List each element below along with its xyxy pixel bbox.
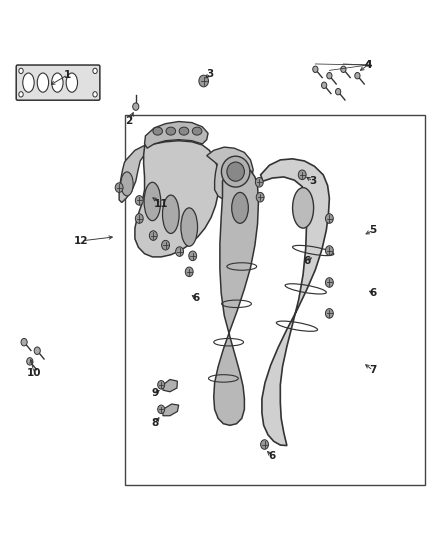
Circle shape	[327, 72, 332, 79]
Ellipse shape	[66, 73, 78, 92]
Text: 5: 5	[370, 225, 377, 235]
Circle shape	[133, 103, 139, 110]
Polygon shape	[135, 141, 219, 257]
Ellipse shape	[153, 127, 162, 135]
Circle shape	[185, 267, 193, 277]
Ellipse shape	[52, 73, 63, 92]
Circle shape	[19, 92, 23, 97]
Polygon shape	[119, 145, 145, 203]
Ellipse shape	[227, 162, 244, 181]
Ellipse shape	[121, 172, 133, 196]
Circle shape	[93, 92, 97, 97]
Polygon shape	[214, 167, 258, 425]
Polygon shape	[207, 147, 253, 199]
Polygon shape	[261, 159, 329, 446]
Circle shape	[27, 358, 33, 365]
Circle shape	[162, 240, 170, 250]
Ellipse shape	[144, 182, 161, 221]
Text: 6: 6	[303, 256, 310, 266]
Circle shape	[256, 192, 264, 202]
Text: 10: 10	[27, 368, 42, 378]
Polygon shape	[163, 379, 177, 392]
Ellipse shape	[221, 156, 250, 187]
Circle shape	[325, 278, 333, 287]
Ellipse shape	[293, 188, 314, 228]
Circle shape	[115, 183, 123, 192]
Ellipse shape	[192, 127, 202, 135]
Ellipse shape	[166, 127, 176, 135]
Circle shape	[321, 82, 327, 88]
Circle shape	[341, 66, 346, 72]
Circle shape	[21, 338, 27, 346]
Circle shape	[261, 440, 268, 449]
Text: 6: 6	[268, 451, 275, 461]
Ellipse shape	[23, 73, 34, 92]
Text: 6: 6	[193, 294, 200, 303]
Circle shape	[135, 214, 143, 223]
Polygon shape	[145, 122, 208, 148]
Ellipse shape	[181, 208, 198, 246]
Circle shape	[93, 68, 97, 74]
Text: 12: 12	[74, 236, 88, 246]
Circle shape	[298, 170, 306, 180]
Text: 4: 4	[364, 60, 371, 70]
Circle shape	[158, 381, 165, 389]
Bar	[125, 115, 425, 485]
Text: 1: 1	[64, 70, 71, 79]
Circle shape	[135, 196, 143, 205]
Text: 11: 11	[154, 199, 169, 208]
Circle shape	[336, 88, 341, 95]
Ellipse shape	[179, 127, 189, 135]
Text: 3: 3	[310, 176, 317, 186]
Ellipse shape	[232, 192, 248, 223]
Circle shape	[176, 247, 184, 256]
Circle shape	[149, 231, 157, 240]
Circle shape	[325, 214, 333, 223]
Text: 3: 3	[207, 69, 214, 78]
Text: 4: 4	[364, 60, 371, 70]
Circle shape	[255, 177, 263, 187]
Circle shape	[199, 75, 208, 87]
Text: 9: 9	[152, 389, 159, 398]
Polygon shape	[163, 404, 179, 416]
Circle shape	[34, 347, 40, 354]
Ellipse shape	[162, 195, 179, 233]
Circle shape	[19, 68, 23, 74]
Ellipse shape	[37, 73, 49, 92]
Circle shape	[325, 246, 333, 255]
Text: 2: 2	[126, 116, 133, 126]
FancyBboxPatch shape	[16, 65, 100, 100]
Text: 6: 6	[370, 288, 377, 298]
Circle shape	[355, 72, 360, 79]
Circle shape	[158, 405, 165, 414]
Circle shape	[313, 66, 318, 72]
Circle shape	[325, 309, 333, 318]
Text: 7: 7	[370, 366, 377, 375]
Circle shape	[189, 251, 197, 261]
Text: 8: 8	[152, 418, 159, 427]
